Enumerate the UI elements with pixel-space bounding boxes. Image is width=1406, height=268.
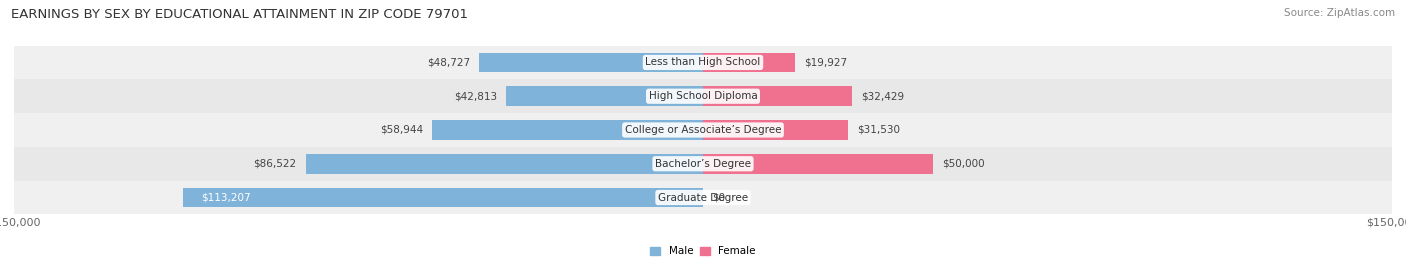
Bar — [14, 181, 1392, 214]
Text: College or Associate’s Degree: College or Associate’s Degree — [624, 125, 782, 135]
Text: $42,813: $42,813 — [454, 91, 498, 101]
Bar — [432, 120, 703, 140]
Text: $31,530: $31,530 — [858, 125, 900, 135]
Bar — [703, 53, 794, 72]
Text: Source: ZipAtlas.com: Source: ZipAtlas.com — [1284, 8, 1395, 18]
Text: $86,522: $86,522 — [253, 159, 297, 169]
Text: $58,944: $58,944 — [380, 125, 423, 135]
Text: $0: $0 — [713, 192, 725, 203]
Text: Less than High School: Less than High School — [645, 57, 761, 68]
Bar — [183, 188, 703, 207]
Bar — [703, 154, 932, 174]
Text: $19,927: $19,927 — [804, 57, 846, 68]
Text: High School Diploma: High School Diploma — [648, 91, 758, 101]
Text: $32,429: $32,429 — [860, 91, 904, 101]
Text: Bachelor’s Degree: Bachelor’s Degree — [655, 159, 751, 169]
Text: $50,000: $50,000 — [942, 159, 984, 169]
Bar — [703, 86, 852, 106]
Bar — [14, 147, 1392, 181]
Bar — [14, 79, 1392, 113]
Bar — [305, 154, 703, 174]
Text: Graduate Degree: Graduate Degree — [658, 192, 748, 203]
Bar — [14, 46, 1392, 79]
Text: $48,727: $48,727 — [427, 57, 470, 68]
Bar — [506, 86, 703, 106]
Legend: Male, Female: Male, Female — [650, 247, 756, 256]
Bar — [703, 120, 848, 140]
Text: EARNINGS BY SEX BY EDUCATIONAL ATTAINMENT IN ZIP CODE 79701: EARNINGS BY SEX BY EDUCATIONAL ATTAINMEN… — [11, 8, 468, 21]
Bar — [14, 113, 1392, 147]
Bar — [479, 53, 703, 72]
Text: $113,207: $113,207 — [201, 192, 252, 203]
